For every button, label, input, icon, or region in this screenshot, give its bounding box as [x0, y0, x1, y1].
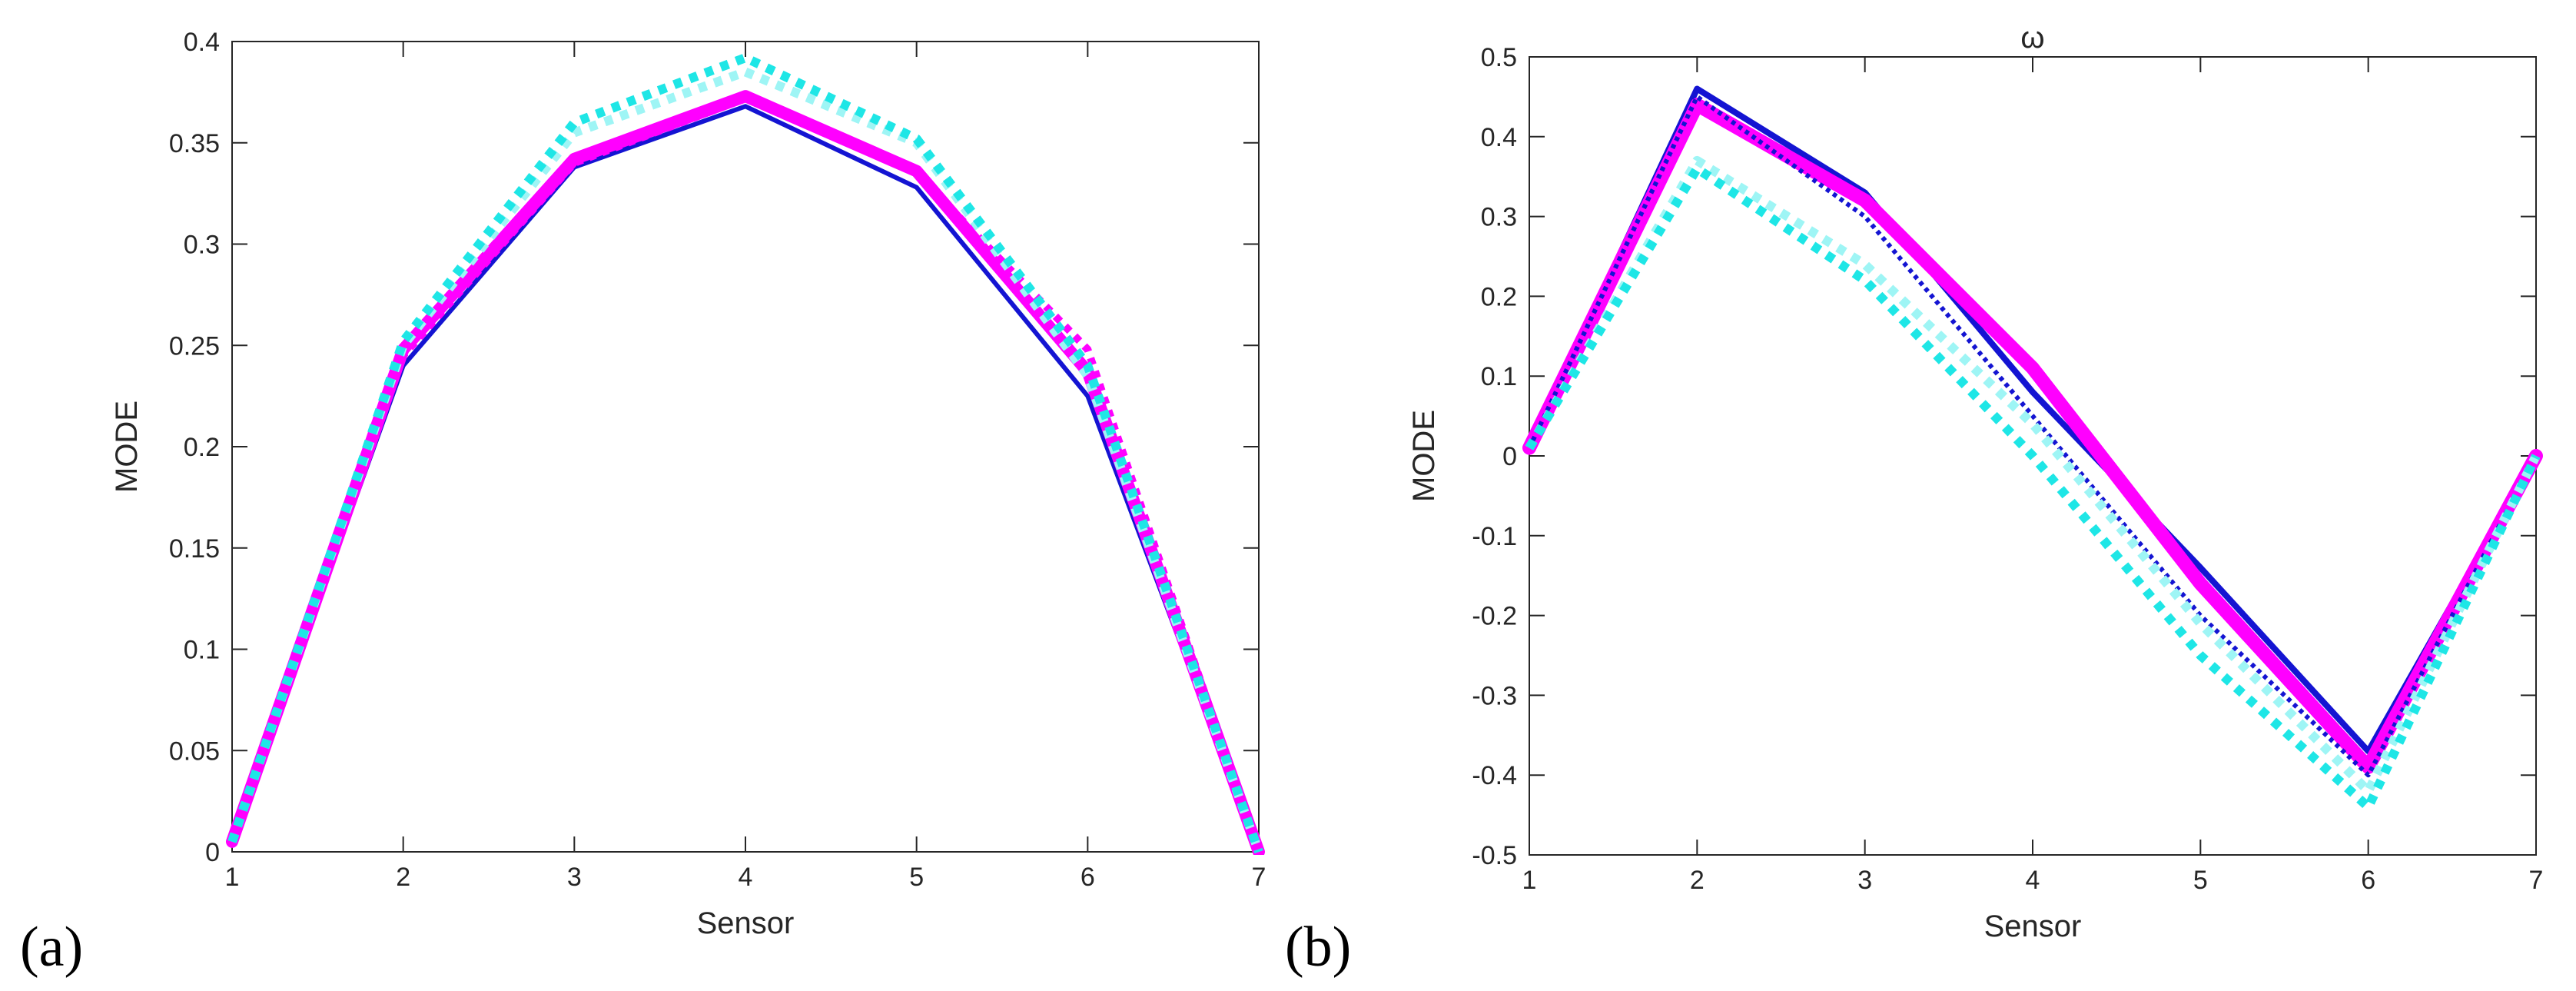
- chart2-y-tick-label: 0.3: [1481, 203, 1517, 232]
- chart2-y-tick-label: 0: [1502, 442, 1517, 471]
- chart2-x-axis-label: Sensor: [1984, 910, 2082, 943]
- chart1-x-tick-label: 6: [1081, 863, 1095, 892]
- chart1-y-tick-label: 0.35: [169, 129, 220, 158]
- chart2-panel-label: (b): [1285, 916, 1351, 979]
- chart1-y-axis-label: MODE: [110, 401, 144, 493]
- chart1-series-blue-solid: [230, 104, 1261, 854]
- chart1-y-tick-label: 0.3: [184, 231, 220, 260]
- chart1-x-tick-label: 7: [1252, 863, 1266, 892]
- chart1-x-tick-label: 3: [567, 863, 582, 892]
- chart2-x-tick-label: 5: [2193, 866, 2208, 895]
- chart1-y-tick-label: 0: [205, 838, 220, 867]
- chart2-x-tick-label: 6: [2361, 866, 2375, 895]
- chart1-series-cyan-dotted: [227, 53, 1263, 853]
- chart1-y-tick-label: 0.1: [184, 636, 220, 665]
- chart1-x-axis-label: Sensor: [697, 906, 795, 940]
- chart1-x-tick-label: 5: [909, 863, 924, 892]
- chart1-panel-label: (a): [20, 916, 83, 979]
- chart2-y-axis-label: MODE: [1407, 410, 1441, 502]
- chart2-y-tick-label: -0.5: [1472, 841, 1517, 870]
- chart2-title: ω: [2020, 21, 2044, 55]
- chart2-y-tick-label: -0.2: [1472, 602, 1517, 631]
- chart1-y-tick-label: 0.4: [184, 28, 220, 57]
- chart2-series-blue-dotted: [1527, 94, 2538, 778]
- chart1-series-magenta-solid: [226, 90, 1265, 855]
- chart2-series-cyan-dotted: [1525, 164, 2541, 812]
- chart2-y-tick-label: -0.4: [1472, 761, 1517, 790]
- chart2-x-tick-label: 2: [1690, 866, 1705, 895]
- chart1-series-magenta-dotted: [228, 94, 1263, 853]
- chart1-x-tick-label: 1: [225, 863, 240, 892]
- chart1-y-tick-label: 0.2: [184, 433, 220, 462]
- chart2-y-tick-label: -0.1: [1472, 522, 1517, 551]
- chart2-y-tick-label: 0.4: [1481, 123, 1517, 152]
- chart1-y-tick-label: 0.15: [169, 534, 220, 564]
- chart1-series-cyan-light-dotted: [227, 67, 1263, 854]
- chart2-y-tick-label: 0.1: [1481, 362, 1517, 391]
- chart1-x-tick-label: 4: [739, 863, 753, 892]
- chart2-x-tick-label: 7: [2529, 866, 2544, 895]
- chart2-x-tick-label: 3: [1857, 866, 1872, 895]
- chart1-y-tick-label: 0.25: [169, 331, 220, 361]
- chart2-y-tick-label: -0.3: [1472, 681, 1517, 710]
- chart2-series-blue-solid: [1526, 85, 2539, 755]
- chart1-x-tick-label: 2: [396, 863, 410, 892]
- chart2-series-magenta-solid: [1522, 98, 2543, 774]
- chart2-x-tick-label: 1: [1522, 866, 1537, 895]
- chart2-series-cyan-light-dotted: [1525, 155, 2541, 796]
- chart2-y-tick-label: 0.5: [1481, 43, 1517, 72]
- chart2-x-tick-label: 4: [2026, 866, 2040, 895]
- chart1-y-tick-label: 0.05: [169, 737, 220, 766]
- chart2-y-tick-label: 0.2: [1481, 282, 1517, 311]
